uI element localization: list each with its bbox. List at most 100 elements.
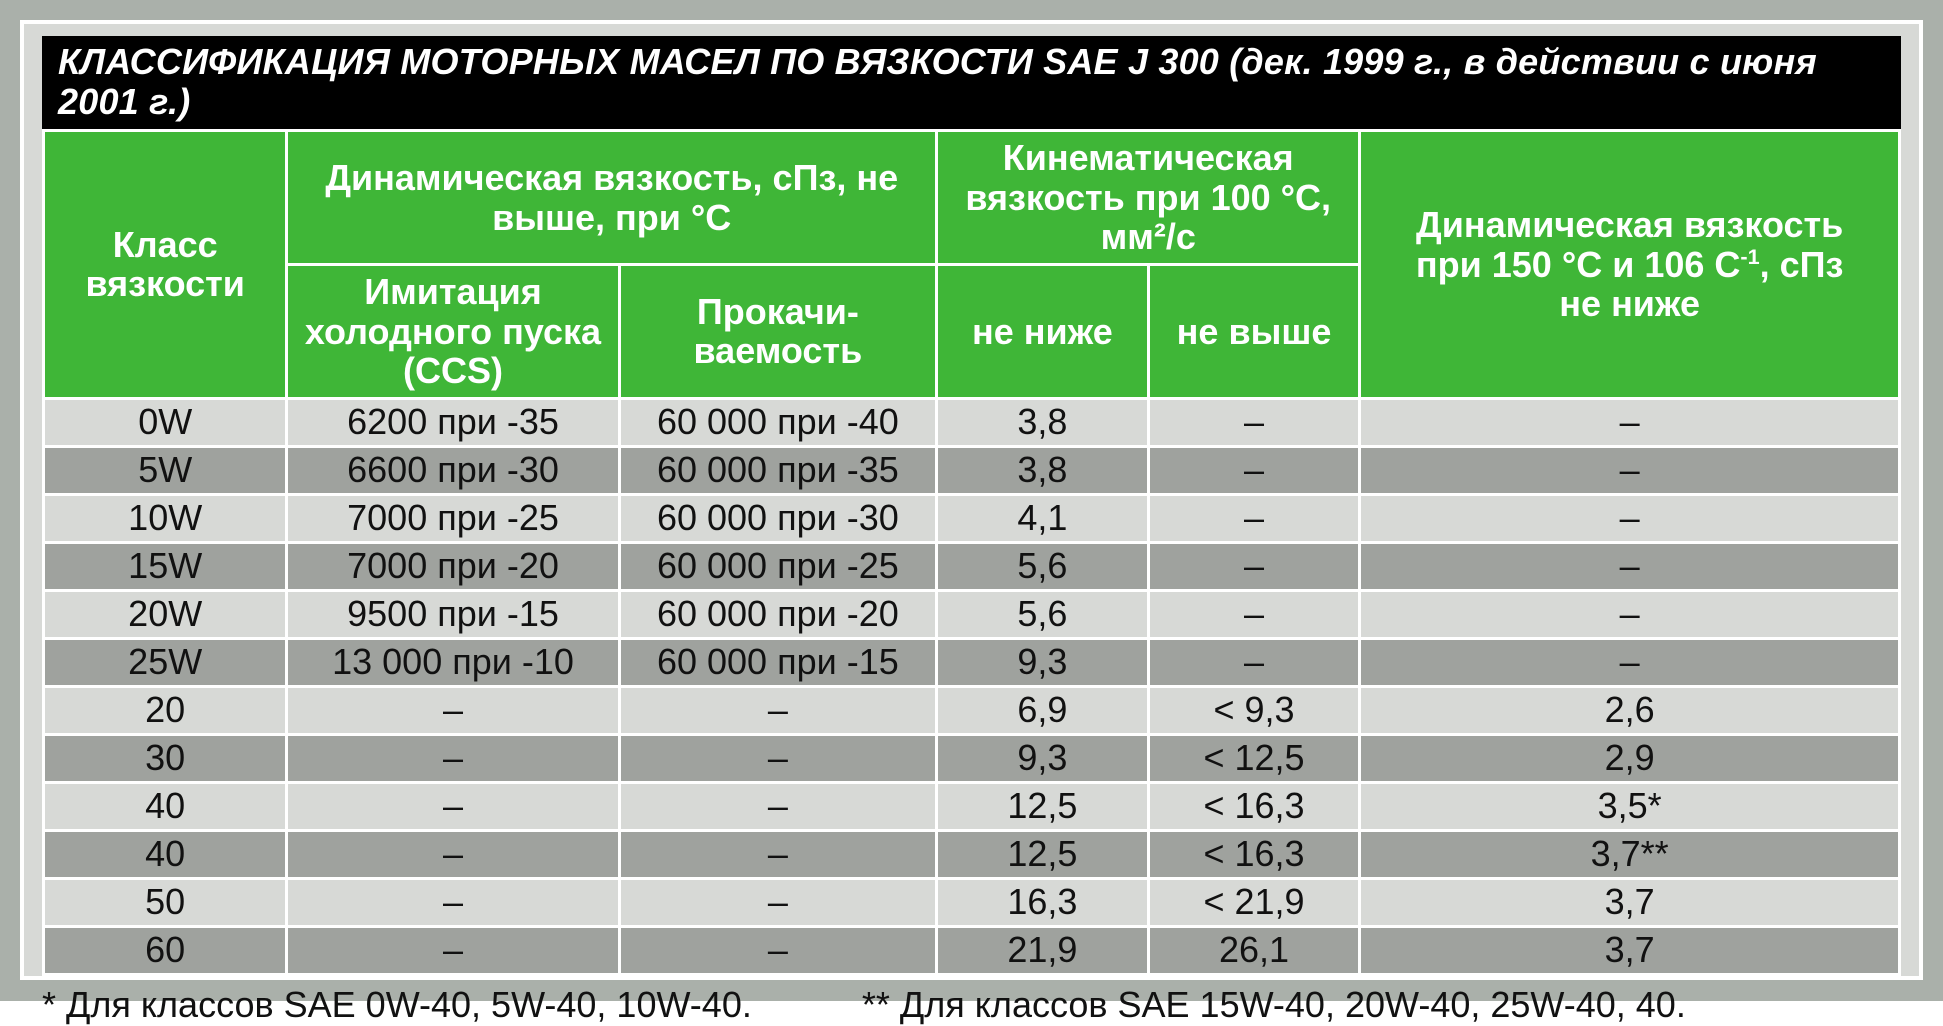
table-cell: – bbox=[1360, 398, 1900, 446]
table-cell: 5,6 bbox=[937, 590, 1149, 638]
table-cell: 60 000 при -15 bbox=[619, 638, 936, 686]
header-group-kinematic: Кинематическая вязкость при 100 °C, мм²/… bbox=[937, 131, 1360, 265]
table-row: 60––21,926,13,7 bbox=[44, 926, 1900, 974]
header-text: Динамическая вязкость bbox=[1416, 204, 1843, 245]
table-row: 20W9500 при -1560 000 при -205,6–– bbox=[44, 590, 1900, 638]
table-row: 15W7000 при -2060 000 при -255,6–– bbox=[44, 542, 1900, 590]
table-cell: 5,6 bbox=[937, 542, 1149, 590]
header-text: Класс вязкости bbox=[85, 224, 244, 305]
table-cell: 3,7 bbox=[1360, 926, 1900, 974]
table-cell: – bbox=[1360, 590, 1900, 638]
table-cell: – bbox=[1360, 446, 1900, 494]
table-title: КЛАССИФИКАЦИЯ МОТОРНЫХ МАСЕЛ ПО ВЯЗКОСТИ… bbox=[42, 36, 1901, 129]
table-row: 10W7000 при -2560 000 при -304,1–– bbox=[44, 494, 1900, 542]
table-cell: 21,9 bbox=[937, 926, 1149, 974]
header-sub-min: не ниже bbox=[937, 264, 1149, 398]
table-cell: 9500 при -15 bbox=[287, 590, 619, 638]
header-dyn150: Динамическая вязкость при 150 °C и 106 C… bbox=[1360, 131, 1900, 399]
table-cell: – bbox=[619, 686, 936, 734]
table-cell: 40 bbox=[44, 830, 287, 878]
table-cell: 13 000 при -10 bbox=[287, 638, 619, 686]
table-cell: – bbox=[1148, 398, 1360, 446]
table-row: 5W6600 при -3060 000 при -353,8–– bbox=[44, 446, 1900, 494]
header-text: Кинематическая вязкость при 100 °C, мм²/… bbox=[965, 137, 1331, 257]
table-cell: – bbox=[287, 686, 619, 734]
header-text: не ниже bbox=[1559, 283, 1700, 324]
table-cell: 12,5 bbox=[937, 782, 1149, 830]
table-cell: 60 bbox=[44, 926, 287, 974]
table-row: 0W6200 при -3560 000 при -403,8–– bbox=[44, 398, 1900, 446]
table-cell: – bbox=[287, 926, 619, 974]
table-cell: 60 000 при -20 bbox=[619, 590, 936, 638]
table-cell: – bbox=[1148, 494, 1360, 542]
footnote-2: ** Для классов SAE 15W-40, 20W-40, 25W-4… bbox=[862, 984, 1686, 1026]
table-cell: 7000 при -25 bbox=[287, 494, 619, 542]
table-cell: – bbox=[1148, 542, 1360, 590]
table-row: 40––12,5< 16,33,5* bbox=[44, 782, 1900, 830]
table-cell: 3,8 bbox=[937, 398, 1149, 446]
table-cell: < 12,5 bbox=[1148, 734, 1360, 782]
header-sub-max: не выше bbox=[1148, 264, 1360, 398]
header-text-sup: -1 bbox=[1740, 244, 1759, 269]
table-row: 40––12,5< 16,33,7** bbox=[44, 830, 1900, 878]
table-cell: 10W bbox=[44, 494, 287, 542]
table-cell: – bbox=[1148, 638, 1360, 686]
table-cell: 6200 при -35 bbox=[287, 398, 619, 446]
table-cell: 26,1 bbox=[1148, 926, 1360, 974]
table-row: 20––6,9< 9,32,6 bbox=[44, 686, 1900, 734]
header-group-dynamic: Динамическая вязкость, сПз, не выше, при… bbox=[287, 131, 937, 265]
table-card: КЛАССИФИКАЦИЯ МОТОРНЫХ МАСЕЛ ПО ВЯЗКОСТИ… bbox=[20, 20, 1923, 980]
table-cell: 25W bbox=[44, 638, 287, 686]
table-cell: 3,5* bbox=[1360, 782, 1900, 830]
table-cell: 6600 при -30 bbox=[287, 446, 619, 494]
table-cell: 40 bbox=[44, 782, 287, 830]
header-sub-pump: Прокачи-ваемость bbox=[619, 264, 936, 398]
table-cell: 9,3 bbox=[937, 734, 1149, 782]
table-cell: 60 000 при -25 bbox=[619, 542, 936, 590]
table-cell: 12,5 bbox=[937, 830, 1149, 878]
table-cell: < 9,3 bbox=[1148, 686, 1360, 734]
table-cell: 9,3 bbox=[937, 638, 1149, 686]
table-cell: 30 bbox=[44, 734, 287, 782]
table-cell: – bbox=[619, 734, 936, 782]
table-cell: < 16,3 bbox=[1148, 830, 1360, 878]
header-text: не выше bbox=[1177, 311, 1332, 352]
header-sub-ccs: Имитация холодного пуска (CCS) bbox=[287, 264, 619, 398]
header-text: Динамическая вязкость, сПз, не выше, при… bbox=[325, 157, 898, 238]
table-cell: < 21,9 bbox=[1148, 878, 1360, 926]
table-cell: 4,1 bbox=[937, 494, 1149, 542]
table-cell: – bbox=[1148, 590, 1360, 638]
footnotes: * Для классов SAE 0W-40, 5W-40, 10W-40. … bbox=[42, 984, 1901, 1026]
table-cell: 2,6 bbox=[1360, 686, 1900, 734]
table-cell: 0W bbox=[44, 398, 287, 446]
header-class: Класс вязкости bbox=[44, 131, 287, 399]
table-cell: 60 000 при -35 bbox=[619, 446, 936, 494]
table-cell: – bbox=[287, 782, 619, 830]
table-cell: – bbox=[1360, 494, 1900, 542]
table-cell: – bbox=[619, 926, 936, 974]
table-cell: – bbox=[287, 734, 619, 782]
table-cell: 60 000 при -30 bbox=[619, 494, 936, 542]
table-cell: 60 000 при -40 bbox=[619, 398, 936, 446]
table-cell: 5W bbox=[44, 446, 287, 494]
table-cell: 3,7** bbox=[1360, 830, 1900, 878]
table-cell: – bbox=[619, 878, 936, 926]
table-row: 50––16,3< 21,93,7 bbox=[44, 878, 1900, 926]
header-text: Прокачи-ваемость bbox=[694, 291, 863, 372]
table-cell: 7000 при -20 bbox=[287, 542, 619, 590]
table-cell: 20W bbox=[44, 590, 287, 638]
table-cell: – bbox=[619, 782, 936, 830]
table-row: 25W13 000 при -1060 000 при -159,3–– bbox=[44, 638, 1900, 686]
table-body: 0W6200 при -3560 000 при -403,8––5W6600 … bbox=[44, 398, 1900, 974]
header-text: при 150 °C и 106 C bbox=[1416, 244, 1741, 285]
table-cell: – bbox=[1148, 446, 1360, 494]
table-cell: 6,9 bbox=[937, 686, 1149, 734]
header-text: Имитация холодного пуска (CCS) bbox=[305, 271, 601, 391]
table-header: Класс вязкости Динамическая вязкость, сП… bbox=[44, 131, 1900, 399]
table-cell: 15W bbox=[44, 542, 287, 590]
table-cell: – bbox=[1360, 638, 1900, 686]
table-cell: 3,7 bbox=[1360, 878, 1900, 926]
table-cell: – bbox=[1360, 542, 1900, 590]
table-cell: – bbox=[619, 830, 936, 878]
table-cell: – bbox=[287, 878, 619, 926]
